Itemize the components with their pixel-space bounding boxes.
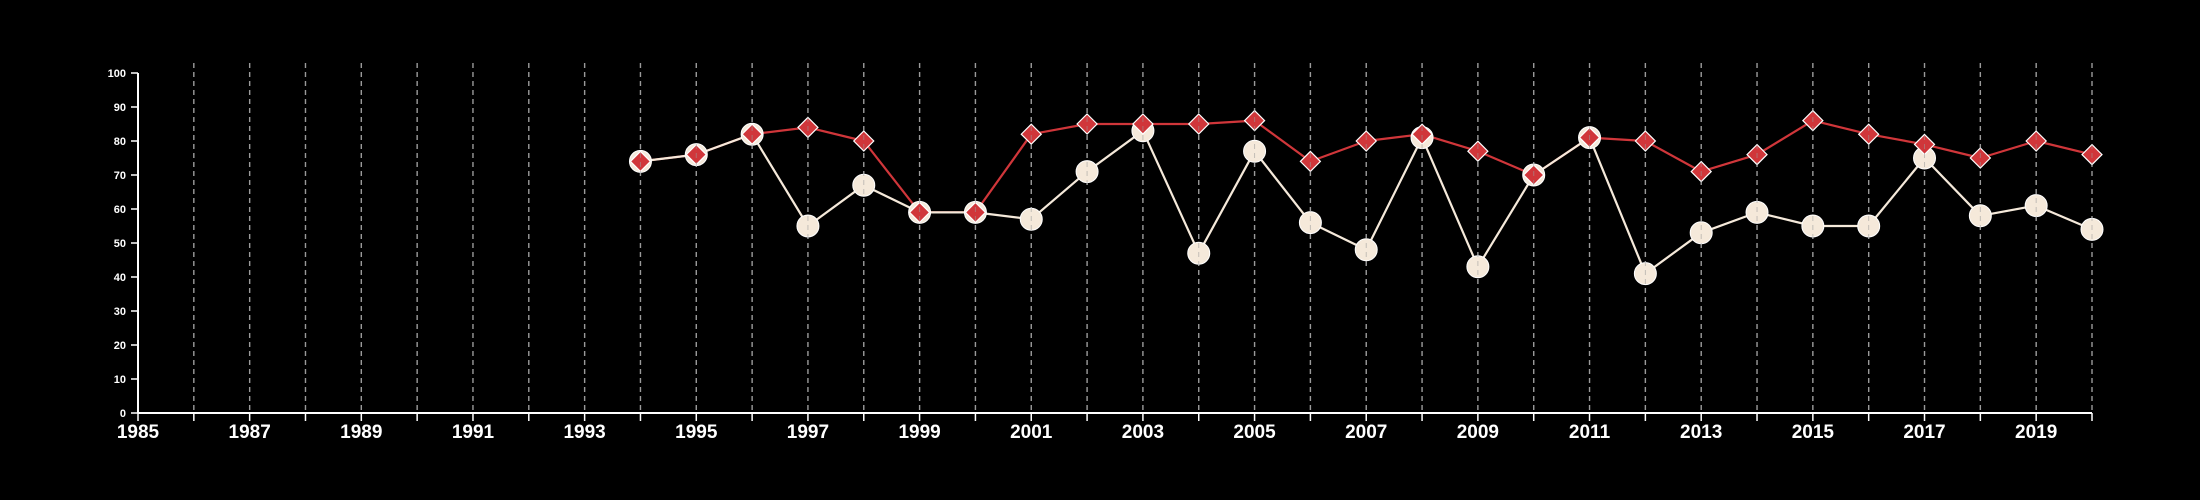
y-tick-label: 70	[114, 170, 126, 182]
series-1-point	[908, 201, 931, 224]
y-tick-label: 10	[114, 374, 126, 386]
x-tick-label: 2019	[2015, 422, 2057, 443]
x-tick-label: 2001	[1010, 422, 1053, 443]
y-tick-label: 80	[114, 136, 126, 148]
series-2-point	[1354, 238, 1378, 262]
series-markers	[193, 63, 2104, 413]
y-tick-label: 90	[114, 102, 126, 114]
series-1-point	[1467, 140, 1489, 163]
series-1-point	[1634, 130, 1657, 152]
y-tick-label: 100	[108, 68, 126, 80]
x-tick-label: 1991	[452, 422, 495, 443]
y-tick-label: 40	[114, 272, 126, 284]
x-tick-label: 1995	[675, 422, 718, 443]
series-1-point	[2025, 130, 2048, 152]
x-tick-label: 2015	[1792, 422, 1835, 443]
x-tick-label: 1993	[563, 422, 605, 443]
series-2-point	[1298, 211, 1322, 235]
y-tick-label: 60	[114, 204, 126, 216]
y-tick-label: 30	[114, 306, 126, 318]
series-2-point	[2024, 194, 2048, 218]
x-tick-label: 1999	[898, 422, 940, 443]
x-tick-label: 2003	[1122, 422, 1164, 443]
series-1-point	[1355, 130, 1378, 152]
x-tick-label: 2005	[1233, 422, 1276, 443]
axes: 0 10 20 30 40 50 60 70 80 90 100 1985 1987 1989 1991 19…	[108, 68, 2093, 443]
series-1-point	[1187, 113, 1210, 135]
x-tick-label: 1987	[229, 422, 271, 443]
x-tick-label: 2009	[1457, 422, 1499, 443]
x-tick-label: 2011	[1569, 422, 1611, 443]
x-tick-label: 1989	[340, 422, 382, 443]
x-tick-label: 2013	[1680, 422, 1722, 443]
y-tick-label: 0	[120, 408, 126, 420]
x-tick-label: 1997	[787, 422, 829, 443]
series-1-point	[1132, 113, 1154, 135]
y-tick-label: 50	[114, 238, 126, 250]
series-1-point	[852, 130, 875, 152]
x-tick-label: 1985	[117, 422, 160, 443]
x-tick-label: 2017	[1903, 422, 1945, 443]
series-2-point	[1243, 139, 1267, 163]
y-tick-label: 20	[114, 340, 126, 352]
series-1-point	[1076, 113, 1098, 135]
series-1-point	[964, 201, 987, 224]
x-tick-label: 2007	[1345, 422, 1387, 443]
